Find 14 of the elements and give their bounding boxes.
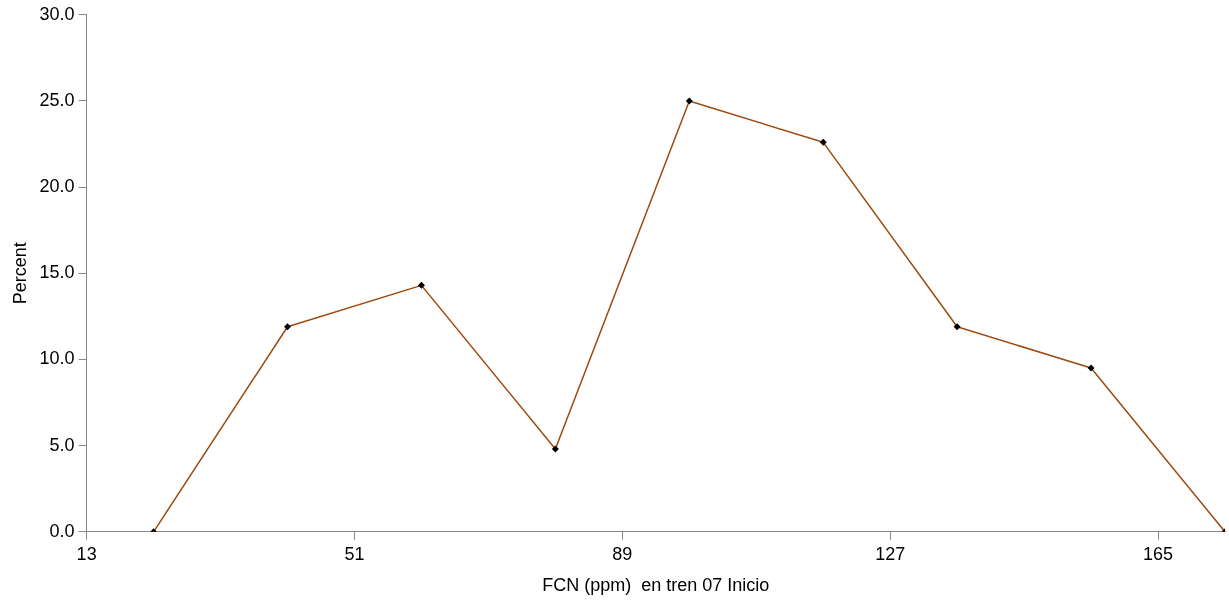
x-axis-title: FCN (ppm) en tren 07 Inicio [542, 575, 770, 596]
x-tick-label: 89 [612, 543, 633, 564]
x-tick-label: 13 [76, 543, 97, 564]
y-tick-label: 15.0 [39, 262, 75, 283]
x-tick-label: 127 [875, 543, 906, 564]
y-tick-label: 10.0 [39, 348, 75, 369]
y-tick-label: 20.0 [39, 176, 75, 197]
y-tick-label: 30.0 [39, 3, 75, 24]
x-tick-label: 165 [1143, 543, 1174, 564]
y-axis-title: Percent [9, 242, 30, 305]
y-tick-label: 25.0 [39, 89, 75, 110]
y-tick-label: 5.0 [49, 434, 75, 455]
x-tick-label: 51 [344, 543, 365, 564]
y-tick-label: 0.0 [49, 520, 75, 541]
